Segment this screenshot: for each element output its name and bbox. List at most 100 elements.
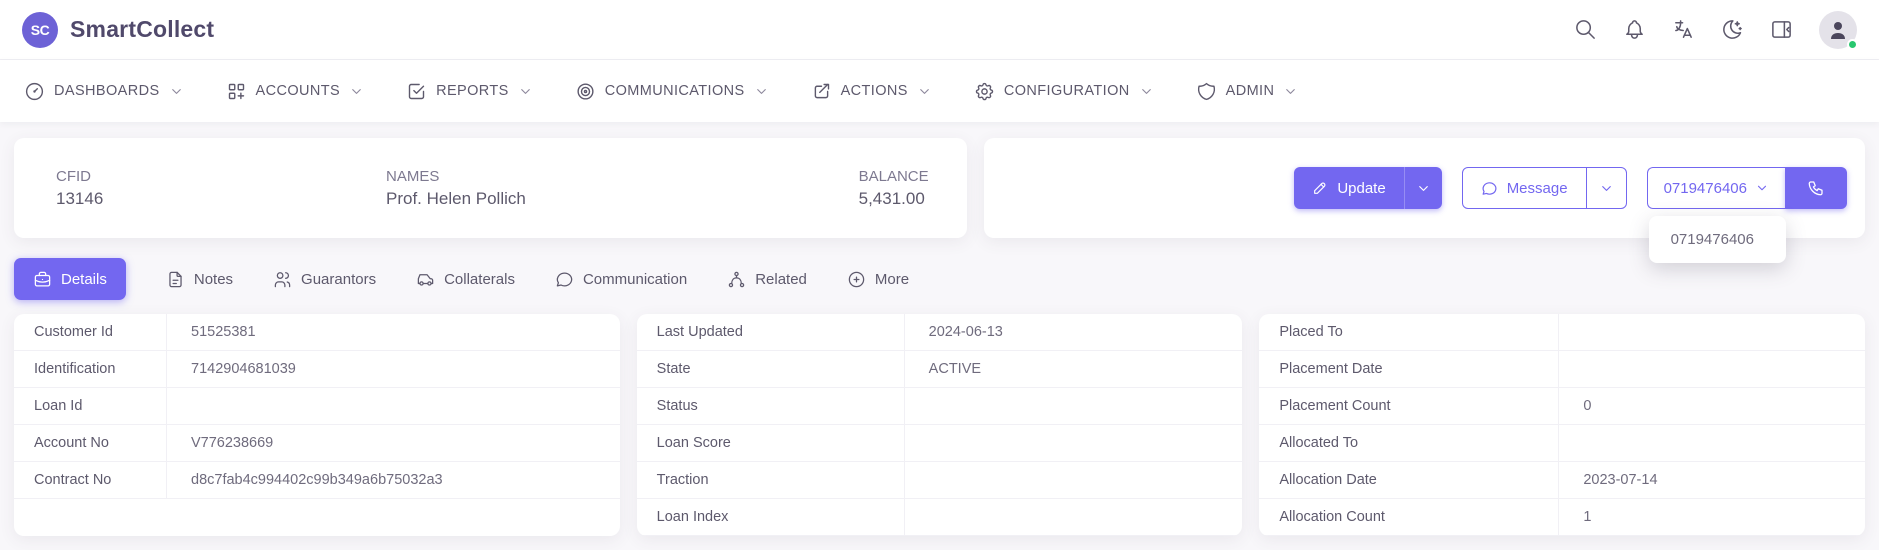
nav-item-actions[interactable]: ACTIONS [811,81,932,102]
message-circle-icon [556,272,573,286]
message-button-label: Message [1506,179,1568,197]
details-tables: Customer Id 51525381 Identification 7142… [14,314,1866,536]
chevron-down-icon [1418,185,1428,191]
update-dropdown-toggle[interactable] [1405,167,1442,209]
nav-item-dashboards[interactable]: DASHBOARDS [24,81,184,102]
field-label: State [637,351,905,387]
apps-grid-icon [228,83,244,99]
nav-label: CONFIGURATION [1003,83,1130,99]
nav-label: COMMUNICATIONS [604,83,745,99]
tab-notes[interactable]: Notes [166,270,233,289]
field-value: Prof. Helen Pollich [386,188,526,208]
table-row: Customer Id 51525381 [14,314,620,351]
briefcase-icon [34,271,51,286]
field-label: Placement Count [1259,388,1560,424]
tab-label: Details [61,270,107,288]
app-logo-icon: SC [22,11,58,48]
table-row: Contract No d8c7fab4c994402c99b349a6b750… [14,462,620,499]
phone-call-group: 0719476406 0719476406 [1646,167,1847,263]
field-label: Allocation Date [1259,462,1560,498]
nav-label: ACCOUNTS [255,83,341,99]
summary-field-cfid: CFID 13146 [56,168,386,209]
nav-item-admin[interactable]: ADMIN [1196,81,1299,102]
tab-details[interactable]: Details [14,258,126,300]
nav-item-communications[interactable]: COMMUNICATIONS [575,81,769,102]
account-actions-card: Update Message 0719476406 [983,138,1865,263]
message-dropdown-toggle[interactable] [1587,168,1626,208]
chevron-down-icon [352,88,361,94]
field-label: Allocated To [1259,425,1560,461]
users-icon [274,271,291,287]
field-label: Placed To [1259,314,1560,350]
message-button[interactable]: Message [1463,168,1587,208]
field-value: ACTIVE [928,361,982,377]
field-value: 13146 [56,188,104,208]
field-label: Contract No [14,462,167,498]
pencil-icon [1314,182,1326,194]
tab-more[interactable]: More [847,270,909,289]
field-value [1559,425,1583,461]
phone-menu-item[interactable]: 0719476406 [1670,231,1754,248]
details-card-identity: Customer Id 51525381 Identification 7142… [14,314,620,536]
dark-mode-moon-icon[interactable] [1721,18,1744,41]
side-panel-icon[interactable] [1770,18,1793,41]
tab-label: Communication [582,270,688,288]
field-label: Loan Score [637,425,905,461]
field-label: Loan Id [14,388,167,424]
gear-icon [975,82,994,100]
phone-icon [1808,181,1823,196]
table-row: State ACTIVE [636,351,1243,388]
search-icon[interactable] [1574,18,1597,41]
app-brand[interactable]: SC SmartCollect [22,11,214,48]
tab-label: Notes [193,270,234,288]
field-value [1559,351,1583,387]
nav-label: DASHBOARDS [54,83,160,99]
account-tabs: Details Notes Guarantors Collaterals Com… [14,258,1865,300]
table-row: Identification 7142904681039 [14,351,620,388]
field-label: Account No [14,425,167,461]
field-value [905,388,929,424]
chevron-down-icon [1601,185,1611,191]
table-row: Last Updated 2024-06-13 [636,314,1243,351]
hierarchy-icon [728,271,745,287]
tab-label: Guarantors [301,270,377,288]
table-row: Loan Index [636,499,1243,536]
actions-icon [814,83,829,98]
field-label: Traction [637,462,905,498]
language-icon[interactable] [1672,18,1695,41]
field-label: Identification [14,351,167,387]
call-button[interactable] [1785,167,1847,209]
online-status-dot [1847,38,1858,50]
update-split-button: Update [1294,167,1442,209]
app-header: SC SmartCollect [0,0,1879,60]
broadcast-icon [577,82,594,100]
chevron-down-icon [920,88,929,94]
notifications-bell-icon[interactable] [1623,18,1646,41]
field-label: CFID [56,167,91,185]
nav-item-accounts[interactable]: ACCOUNTS [226,81,365,102]
nav-item-configuration[interactable]: CONFIGURATION [974,81,1154,102]
field-value: 0 [1583,398,1592,414]
table-row: Traction [636,462,1243,499]
car-icon [417,273,434,286]
field-value: 7142904681039 [191,361,296,377]
plus-circle-icon [848,271,865,287]
tab-label: Collaterals [444,270,515,288]
gauge-icon [25,82,44,100]
table-row: Loan Score [636,425,1243,462]
tab-related[interactable]: Related [727,270,807,289]
tab-guarantors[interactable]: Guarantors [273,270,376,289]
tab-label: Related [755,270,807,288]
nav-label: REPORTS [436,83,509,99]
tab-label: More [874,270,910,288]
user-avatar[interactable] [1819,10,1858,50]
tab-communication[interactable]: Communication [555,270,687,289]
nav-item-reports[interactable]: REPORTS [406,81,533,102]
tab-collaterals[interactable]: Collaterals [416,270,515,289]
main-nav: DASHBOARDS ACCOUNTS REPORTS COMMUNICATIO… [0,60,1879,122]
update-button-label: Update [1337,179,1386,197]
field-label: Last Updated [637,314,905,350]
page-content: CFID 13146 NAMES Prof. Helen Pollich BAL… [0,122,1879,536]
update-button[interactable]: Update [1294,167,1405,209]
phone-number-select[interactable]: 0719476406 [1646,167,1785,209]
